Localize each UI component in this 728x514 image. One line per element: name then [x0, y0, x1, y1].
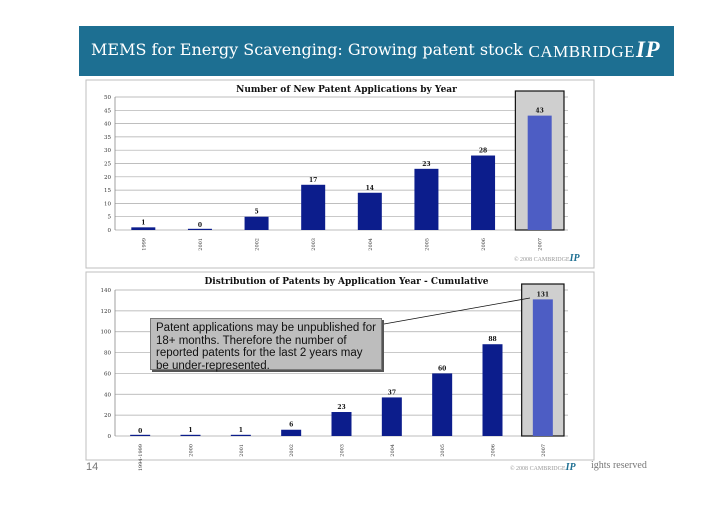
rights-text: ights reserved: [591, 460, 647, 471]
bar: [381, 397, 402, 436]
x-tick-label: 2003: [311, 238, 317, 251]
logo-text: CAMBRIDGE: [528, 42, 635, 61]
y-tick-label: 10: [104, 201, 111, 207]
y-tick-label: 30: [104, 148, 111, 154]
callout-connector: [383, 297, 531, 325]
y-tick-label: 0: [108, 228, 112, 234]
y-tick-label: 40: [104, 392, 111, 398]
x-tick-label: 2007: [541, 444, 547, 457]
page-number: 14: [86, 461, 99, 473]
y-tick-label: 40: [104, 122, 111, 128]
x-tick-label: 1999: [141, 238, 147, 251]
x-tick-label: 2006: [481, 238, 487, 251]
logo-mark: IP: [636, 37, 660, 62]
x-tick-label: 2002: [255, 238, 261, 251]
y-tick-label: 45: [104, 108, 111, 114]
bar: [131, 227, 156, 230]
x-tick-label: 1994-1999: [138, 444, 144, 471]
watermark-bottom-copyright: © 2008: [510, 466, 529, 472]
watermark-bottom: © 2008 CAMBRIDGEIP: [510, 462, 576, 473]
watermark-bottom-text: CAMBRIDGE: [529, 466, 566, 472]
y-tick-label: 60: [104, 371, 111, 377]
chart-title: Distribution of Patents by Application Y…: [205, 277, 489, 287]
y-tick-label: 25: [104, 162, 111, 168]
y-tick-label: 35: [104, 135, 111, 141]
data-label: 28: [479, 148, 487, 155]
bar: [244, 216, 269, 230]
x-tick-label: 2004: [368, 238, 374, 251]
data-label: 23: [422, 161, 430, 168]
y-tick-label: 5: [108, 215, 112, 221]
chart-1: Number of New Patent Applications by Yea…: [85, 79, 595, 269]
x-tick-label: 2003: [340, 444, 346, 457]
callout-note: Patent applications may be unpublished f…: [150, 318, 382, 372]
data-label: 60: [438, 365, 446, 372]
x-tick-label: 2006: [491, 444, 497, 457]
y-tick-label: 0: [108, 434, 112, 440]
bar: [527, 115, 552, 230]
data-label: 1: [239, 427, 243, 434]
bar: [301, 184, 326, 230]
data-label: 43: [536, 108, 544, 115]
watermark-top-copyright: © 2008: [514, 257, 533, 263]
x-tick-label: 2001: [239, 444, 245, 457]
bar: [230, 434, 251, 436]
y-tick-label: 120: [101, 309, 112, 315]
y-tick-label: 140: [101, 288, 112, 294]
slide-title: MEMS for Energy Scavenging: Growing pate…: [91, 40, 523, 59]
watermark-top-mark: IP: [569, 253, 580, 264]
x-tick-label: 2002: [289, 444, 295, 457]
bar: [482, 344, 503, 436]
data-label: 6: [289, 422, 293, 429]
bar: [281, 429, 302, 436]
x-tick-label: 2005: [424, 238, 430, 251]
bar: [180, 434, 201, 436]
bar: [130, 434, 151, 436]
data-label: 1: [188, 427, 192, 434]
bar: [471, 155, 496, 230]
x-tick-label: 2000: [189, 444, 195, 457]
chart-frame: [85, 79, 595, 269]
data-label: 37: [388, 389, 396, 396]
slide-header: MEMS for Energy Scavenging: Growing pate…: [79, 26, 674, 76]
x-tick-label: 2004: [390, 444, 396, 457]
bar: [432, 373, 453, 436]
y-tick-label: 50: [104, 95, 111, 101]
y-tick-label: 15: [104, 188, 111, 194]
chart-title: Number of New Patent Applications by Yea…: [236, 85, 457, 95]
data-label: 0: [198, 222, 202, 229]
watermark-top: © 2008 CAMBRIDGEIP: [514, 253, 580, 264]
data-label: 0: [138, 428, 142, 435]
bar: [331, 412, 352, 436]
data-label: 88: [488, 336, 496, 343]
watermark-top-text: CAMBRIDGE: [533, 257, 570, 263]
data-label: 14: [366, 185, 374, 192]
bar: [357, 192, 382, 230]
cambridge-ip-logo: CAMBRIDGEIP: [528, 37, 660, 63]
data-label: 17: [309, 177, 317, 184]
data-label: 131: [537, 291, 550, 298]
x-tick-label: 2007: [538, 238, 544, 251]
x-tick-label: 2005: [440, 444, 446, 457]
y-tick-label: 100: [101, 330, 112, 336]
y-tick-label: 20: [104, 413, 111, 419]
y-tick-label: 80: [104, 351, 111, 357]
bar: [532, 299, 553, 436]
bar: [414, 168, 439, 230]
y-tick-label: 20: [104, 175, 111, 181]
data-label: 1: [141, 219, 145, 226]
data-label: 5: [254, 209, 258, 216]
bar: [187, 228, 212, 230]
x-tick-label: 2001: [198, 238, 204, 251]
data-label: 23: [337, 404, 345, 411]
watermark-bottom-mark: IP: [565, 462, 576, 473]
